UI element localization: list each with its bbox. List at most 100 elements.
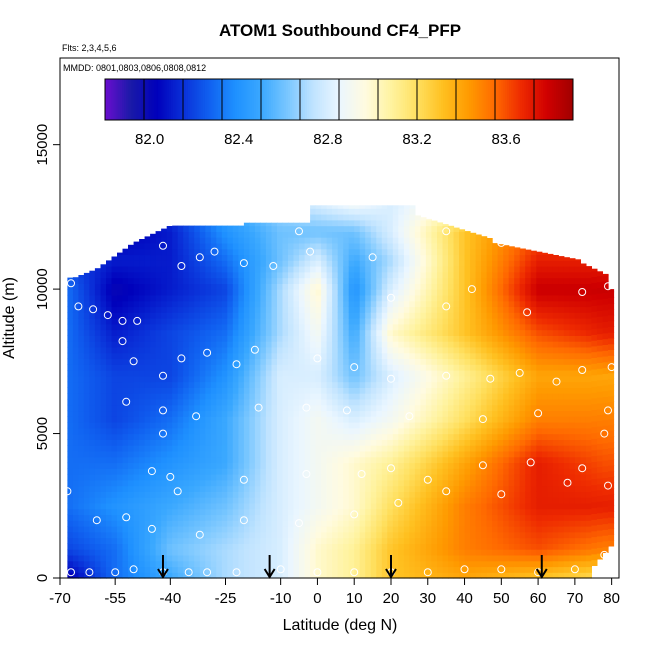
heat-cell <box>403 277 410 284</box>
heat-cell <box>398 329 405 336</box>
heat-cell <box>205 242 212 250</box>
heat-cell <box>503 352 510 360</box>
heat-cell <box>381 554 388 562</box>
heat-cell <box>288 554 295 562</box>
heat-cell <box>183 242 190 250</box>
heat-cell <box>387 404 394 412</box>
heat-cell <box>254 474 261 481</box>
heat-cell <box>470 554 477 562</box>
heat-cell <box>370 208 377 215</box>
heat-cell <box>117 560 124 568</box>
heat-cell <box>254 248 261 256</box>
heat-cell <box>431 329 438 336</box>
heat-cell <box>150 300 157 308</box>
heat-cell <box>128 433 135 440</box>
heat-cell <box>144 416 151 423</box>
heat-cell <box>161 468 168 475</box>
heat-cell <box>238 393 245 400</box>
heat-cell <box>227 398 234 406</box>
heat-cell <box>464 393 471 400</box>
heat-cell <box>420 237 427 244</box>
heat-cell <box>221 335 228 342</box>
heat-cell <box>414 215 421 221</box>
heat-cell <box>310 335 317 342</box>
heat-cell <box>492 254 499 261</box>
heat-cell <box>199 462 206 469</box>
heat-cell <box>354 497 361 504</box>
heat-cell <box>243 468 250 475</box>
heat-cell <box>216 271 223 279</box>
heat-cell <box>227 450 234 458</box>
heat-cell <box>431 566 438 573</box>
heat-cell <box>144 445 151 452</box>
heat-cell <box>194 456 201 464</box>
heat-cell <box>282 485 289 492</box>
heat-cell <box>448 514 455 521</box>
heat-cell <box>238 560 245 568</box>
heat-cell <box>425 294 432 302</box>
heat-cell <box>94 450 101 458</box>
heat-cell <box>271 387 278 394</box>
heat-cell <box>299 543 306 550</box>
heat-cell <box>459 323 466 331</box>
heat-cell <box>194 566 201 573</box>
heat-cell <box>470 531 477 539</box>
heat-cell <box>392 237 399 244</box>
heat-cell <box>150 358 157 365</box>
heat-cell <box>481 352 488 360</box>
heat-cell <box>94 566 101 573</box>
heat-cell <box>392 289 399 296</box>
heat-cell <box>453 375 460 383</box>
heat-cell <box>348 289 355 296</box>
heat-cell <box>139 450 146 458</box>
heat-cell <box>486 560 493 568</box>
heat-cell <box>464 485 471 492</box>
heat-cell <box>161 358 168 365</box>
heat-cell <box>497 358 504 365</box>
heat-cell <box>486 543 493 550</box>
heat-cell <box>106 549 113 556</box>
heat-cell <box>348 381 355 388</box>
heat-cell <box>100 410 107 417</box>
heat-cell <box>431 266 438 273</box>
heat-cell <box>332 237 339 244</box>
heat-cell <box>365 427 372 435</box>
heat-cell <box>348 479 355 487</box>
heat-cell <box>343 312 350 319</box>
heat-cell <box>216 404 223 412</box>
heat-cell <box>260 531 267 539</box>
heat-cell <box>277 450 284 458</box>
heat-cell <box>133 433 140 440</box>
heat-cell <box>343 398 350 406</box>
heat-cell <box>503 260 510 267</box>
heat-cell <box>497 335 504 342</box>
heat-cell <box>265 381 272 388</box>
heat-cell <box>343 497 350 504</box>
heat-cell <box>172 335 179 342</box>
heat-cell <box>459 549 466 556</box>
heat-cell <box>122 479 129 487</box>
heat-cell <box>497 491 504 498</box>
heat-cell <box>354 300 361 308</box>
heat-cell <box>431 370 438 377</box>
heat-cell <box>470 242 477 250</box>
heat-cell <box>475 277 482 284</box>
heat-cell <box>448 468 455 475</box>
heat-cell <box>326 537 333 544</box>
heat-cell <box>459 450 466 458</box>
heat-cell <box>100 543 107 550</box>
heat-cell <box>94 323 101 331</box>
heat-cell <box>514 560 521 568</box>
heat-cell <box>403 543 410 550</box>
heat-cell <box>398 445 405 452</box>
heat-cell <box>497 543 504 550</box>
heat-cell <box>387 526 394 533</box>
heat-cell <box>265 283 272 290</box>
heat-cell <box>398 416 405 423</box>
heat-cell <box>459 271 466 279</box>
heat-cell <box>232 237 239 244</box>
heat-cell <box>83 318 90 325</box>
heat-cell <box>216 266 223 273</box>
heat-cell <box>183 381 190 388</box>
heat-cell <box>486 312 493 319</box>
